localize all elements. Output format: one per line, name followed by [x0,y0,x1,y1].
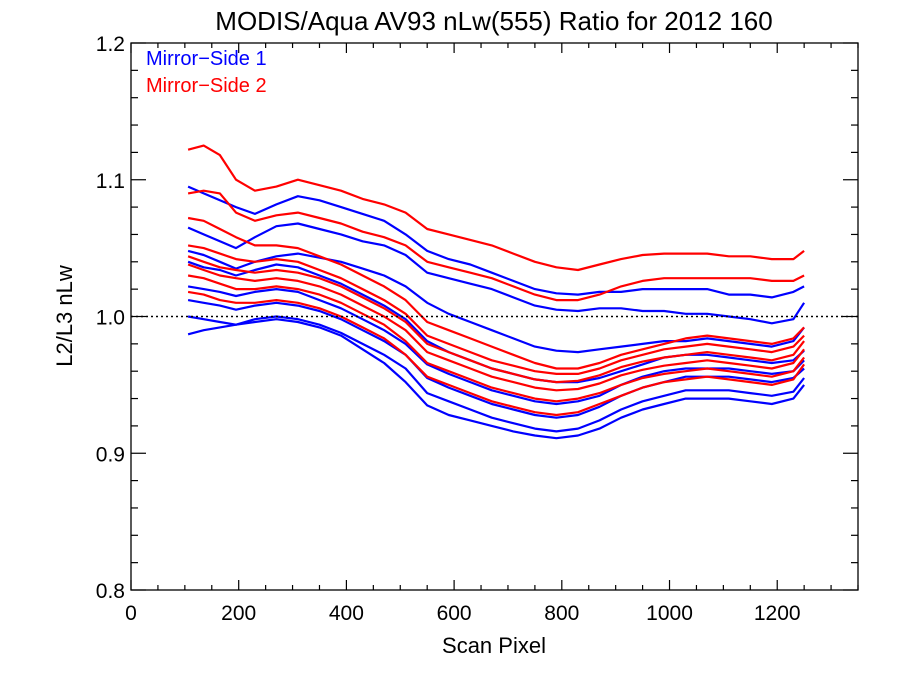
x-tick-label: 1000 [646,602,693,625]
x-tick-label: 800 [544,602,579,625]
series-line-mirror-side-2 [187,189,805,302]
legend: Mirror−Side 1 Mirror−Side 2 [146,48,267,97]
x-tick-label: 400 [329,602,364,625]
y-tick-label: 0.9 [96,443,125,466]
x-tick-label: 0 [125,602,137,625]
x-axis-label: Scan Pixel [442,633,546,658]
y-tick-label: 1.2 [96,33,125,56]
series-line-mirror-side-2 [187,255,805,384]
series-line-mirror-side-2 [187,263,805,392]
y-tick-label: 0.8 [96,580,125,603]
series-line-mirror-side-1 [187,185,805,299]
y-tick-label: 1.0 [96,307,125,330]
series-line-mirror-side-2 [187,244,805,375]
chart-title: MODIS/Aqua AV93 nLw(555) Ratio for 2012 … [215,6,772,36]
y-tick-label: 1.1 [96,170,125,193]
series-layer [187,144,806,440]
axis-ticks [130,42,859,591]
series-line-mirror-side-1 [187,249,805,354]
series-line-mirror-side-2 [187,216,805,370]
x-tick-label: 1200 [754,602,801,625]
y-axis-label: L2/L3 nLw [52,265,77,367]
axis-tick-labels: 0 200 400 600 800 1000 1200 0.8 0.9 1.0 1.1 1.2 [96,33,801,625]
series-line-mirror-side-2 [187,274,805,403]
x-tick-label: 600 [437,602,472,625]
legend-entry-2: Mirror−Side 2 [146,75,267,97]
series-line-mirror-side-2 [187,144,805,272]
series-line-mirror-side-1 [187,318,805,440]
legend-entry-1: Mirror−Side 1 [146,48,267,70]
series-line-mirror-side-1 [187,222,806,325]
series-line-mirror-side-2 [187,290,805,417]
x-tick-label: 200 [221,602,256,625]
